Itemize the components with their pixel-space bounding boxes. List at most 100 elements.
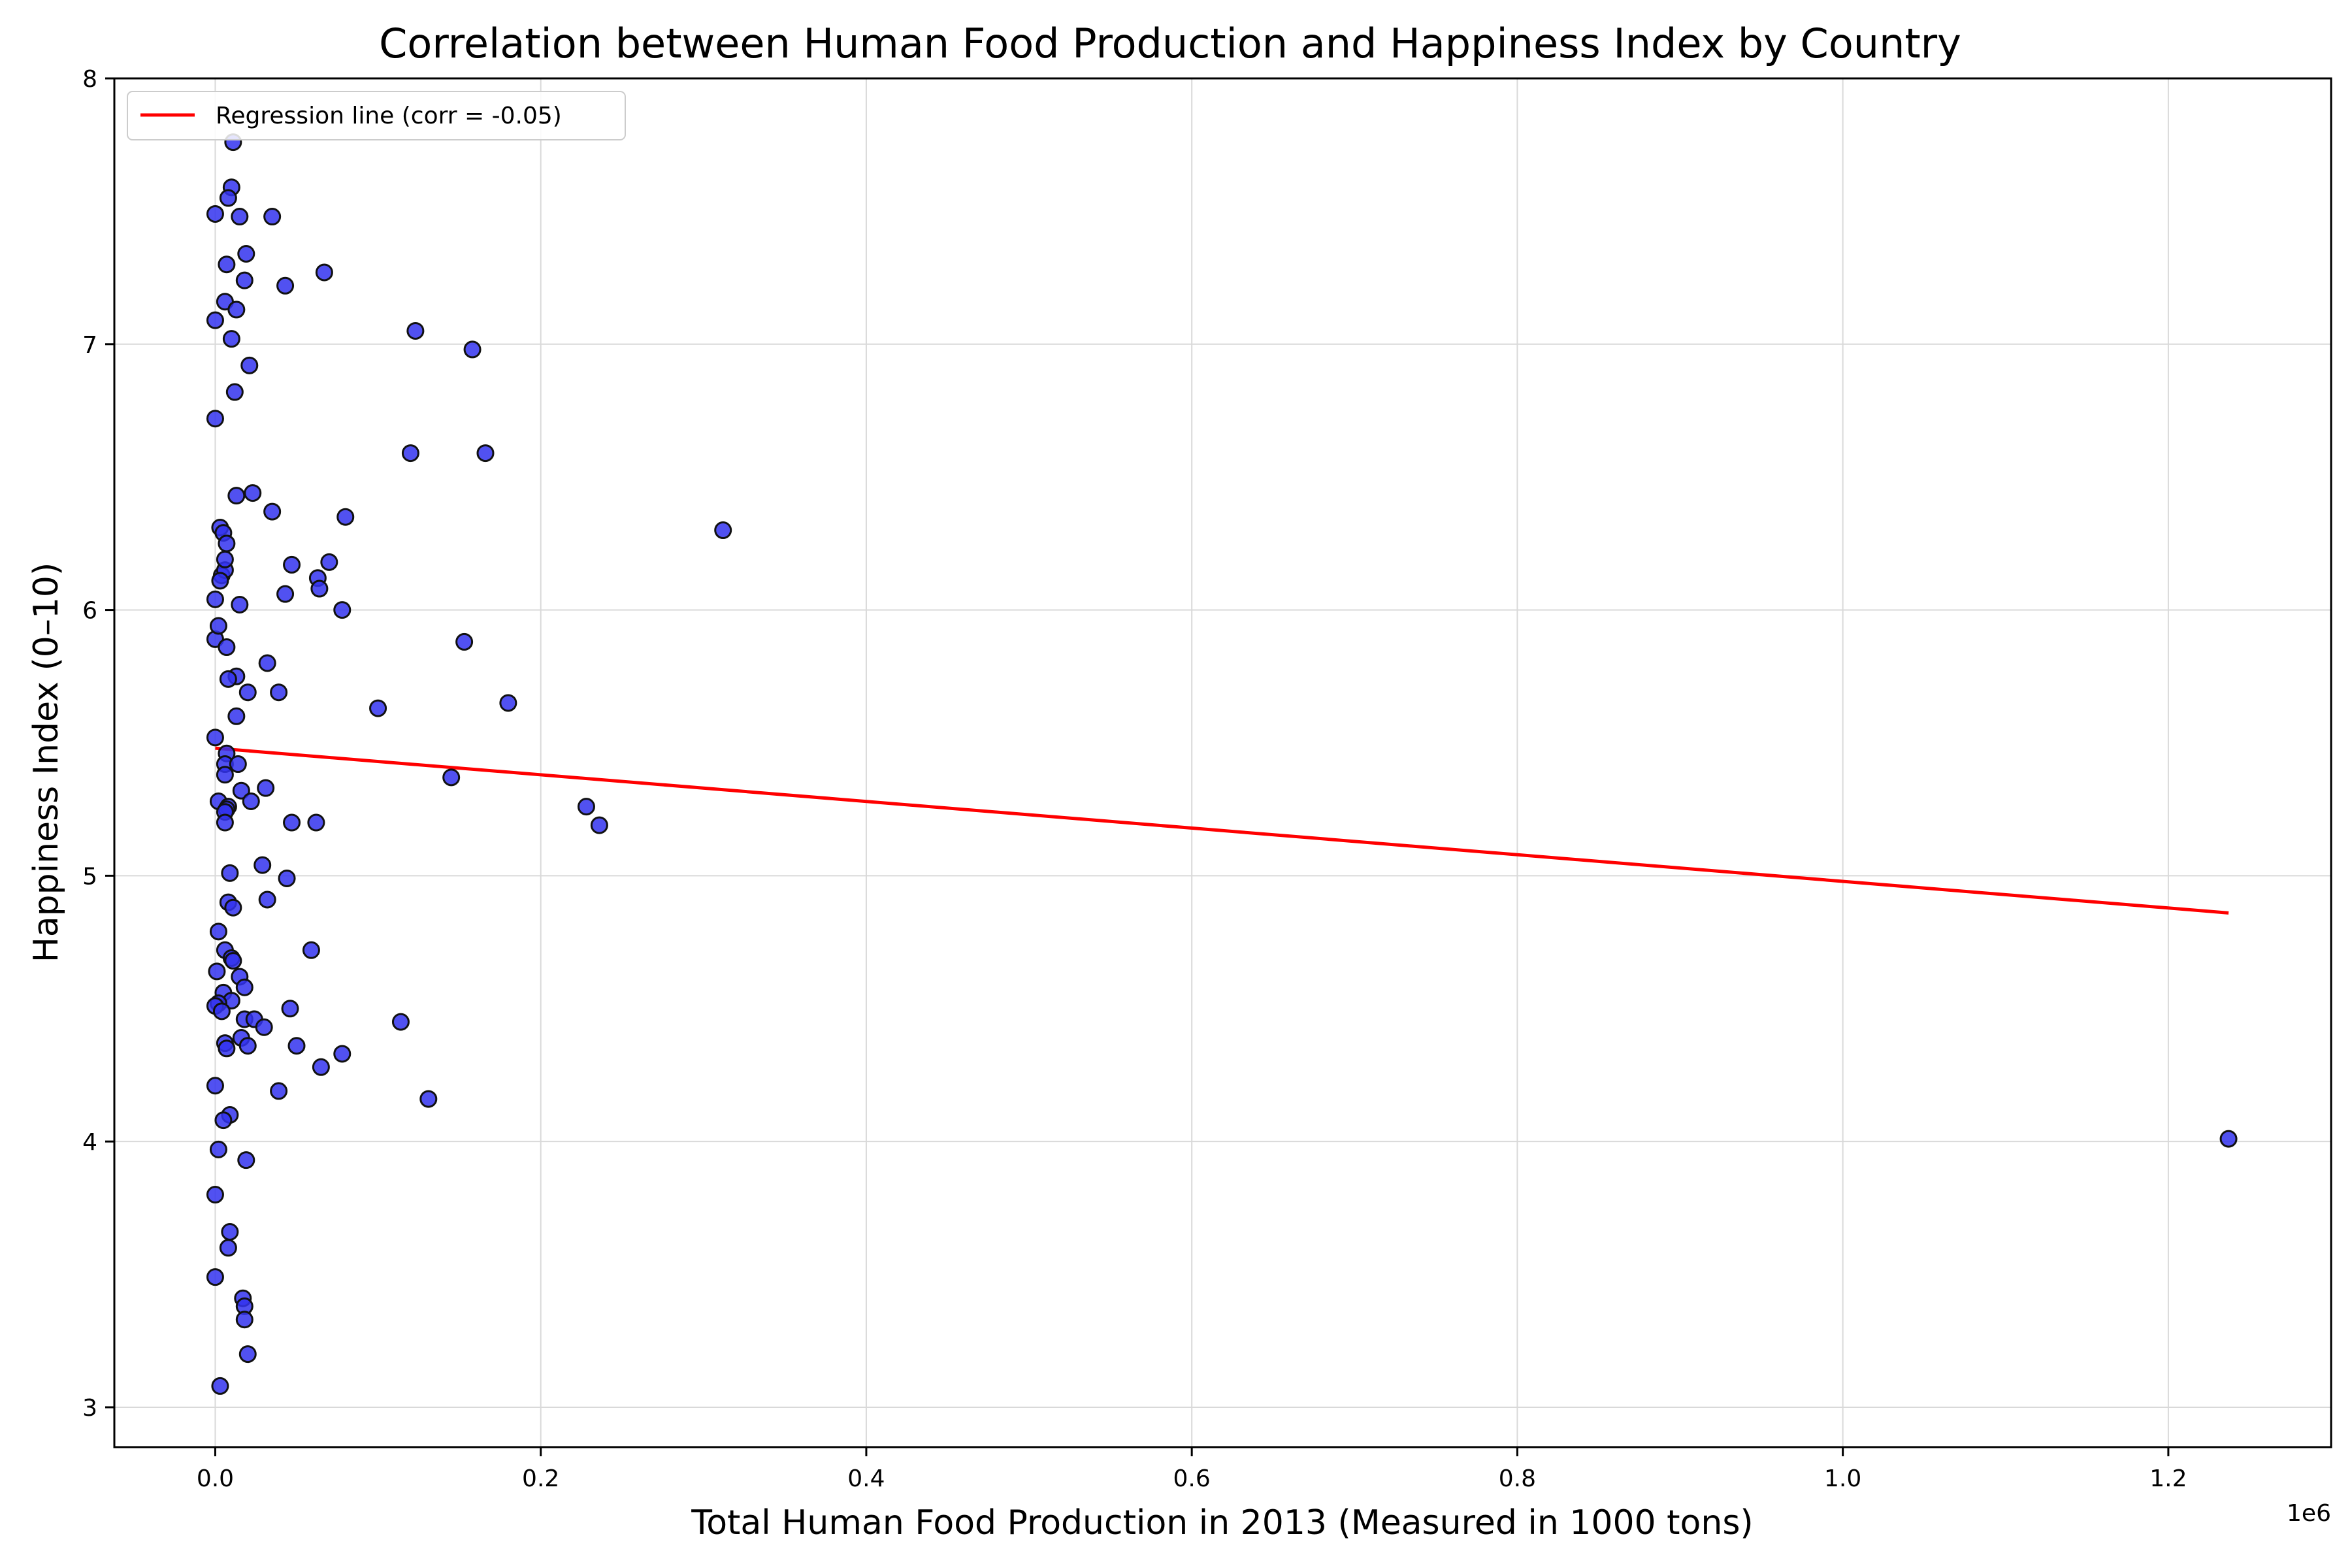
data-point xyxy=(238,683,257,702)
data-point xyxy=(499,694,517,712)
data-point xyxy=(714,521,732,540)
gridlines xyxy=(114,78,2331,1447)
data-point xyxy=(212,1002,231,1021)
data-point xyxy=(211,572,229,590)
data-point xyxy=(577,798,595,816)
regression-layer xyxy=(215,746,2229,915)
data-point xyxy=(2219,1130,2238,1148)
data-point xyxy=(287,1037,306,1055)
data-point xyxy=(206,1077,224,1095)
data-point xyxy=(307,813,325,832)
legend-box xyxy=(127,91,626,140)
x-axis-label: Total Human Food Production in 2013 (Mea… xyxy=(691,1503,1753,1543)
data-point xyxy=(227,707,246,725)
data-point xyxy=(336,508,355,526)
data-point xyxy=(219,189,237,207)
data-point xyxy=(216,813,234,832)
chart-title: Correlation between Human Food Productio… xyxy=(379,20,1961,67)
data-point xyxy=(244,484,262,502)
y-tick-label: 7 xyxy=(82,332,97,359)
data-point xyxy=(206,1186,224,1204)
data-point xyxy=(216,550,234,568)
data-point xyxy=(253,856,272,874)
data-point xyxy=(263,502,282,521)
data-point xyxy=(590,816,608,834)
data-point xyxy=(218,255,236,274)
data-point xyxy=(235,271,253,289)
x-tick-label: 0.6 xyxy=(1173,1465,1211,1492)
legend-entry-regression: Regression line (corr = -0.05) xyxy=(216,103,562,129)
data-point xyxy=(206,728,224,747)
data-point xyxy=(206,204,224,223)
data-point xyxy=(242,792,260,810)
data-point xyxy=(270,683,288,702)
data-point xyxy=(320,553,338,571)
data-point xyxy=(208,962,226,981)
data-point xyxy=(209,923,227,941)
data-point xyxy=(257,779,275,797)
data-point xyxy=(278,869,296,887)
data-point xyxy=(206,590,224,608)
y-tick-label: 4 xyxy=(82,1129,97,1156)
data-point xyxy=(218,1039,236,1058)
data-point xyxy=(263,208,282,226)
data-point xyxy=(219,670,237,688)
y-tick-label: 8 xyxy=(82,66,97,93)
data-point xyxy=(206,1268,224,1286)
data-point xyxy=(315,263,333,282)
data-point xyxy=(333,601,351,619)
data-point xyxy=(235,1311,253,1329)
data-point xyxy=(255,1018,273,1036)
data-point xyxy=(225,383,244,401)
data-point xyxy=(333,1045,351,1063)
data-point xyxy=(219,1239,237,1257)
data-point xyxy=(281,1000,299,1018)
data-point xyxy=(476,444,495,463)
data-point xyxy=(224,952,242,970)
y-tick-label: 6 xyxy=(82,598,97,625)
data-point xyxy=(238,1345,257,1364)
data-point xyxy=(206,410,224,428)
data-point xyxy=(310,580,329,598)
x-tick-label: 1.2 xyxy=(2149,1465,2187,1492)
data-point xyxy=(224,898,242,917)
data-point xyxy=(276,585,295,603)
data-point xyxy=(258,654,276,672)
y-axis-ticks: 3 4 5 6 7 8 xyxy=(82,66,114,1422)
x-tick-label: 0.0 xyxy=(197,1465,234,1492)
data-point xyxy=(283,555,301,574)
data-point xyxy=(209,617,227,635)
data-point xyxy=(276,276,295,295)
data-point xyxy=(209,1140,227,1158)
data-point xyxy=(227,487,246,505)
data-point xyxy=(221,864,239,882)
data-point xyxy=(235,978,253,996)
data-point xyxy=(211,1377,229,1395)
data-point xyxy=(270,1082,288,1100)
data-point xyxy=(237,1151,255,1169)
x-tick-label: 0.2 xyxy=(522,1465,559,1492)
data-point xyxy=(258,890,276,909)
legend: Regression line (corr = -0.05) xyxy=(127,91,626,140)
plot-area-frame xyxy=(113,77,2332,1448)
data-point xyxy=(229,755,247,774)
x-tick-label: 0.8 xyxy=(1499,1465,1536,1492)
data-point xyxy=(214,1111,233,1130)
x-axis-offset-label: 1e6 xyxy=(2287,1500,2331,1527)
data-point xyxy=(231,208,249,226)
data-point xyxy=(218,534,236,553)
data-point xyxy=(419,1090,438,1108)
regression-line xyxy=(215,746,2229,915)
data-point xyxy=(216,766,234,784)
data-point xyxy=(391,1013,410,1031)
x-tick-label: 0.4 xyxy=(847,1465,885,1492)
data-point xyxy=(406,321,425,340)
data-point xyxy=(227,301,246,319)
data-point xyxy=(222,330,240,348)
data-points xyxy=(206,133,2238,1395)
data-point xyxy=(232,781,250,800)
data-point xyxy=(206,311,224,329)
y-tick-label: 5 xyxy=(82,863,97,890)
data-point xyxy=(442,768,461,787)
